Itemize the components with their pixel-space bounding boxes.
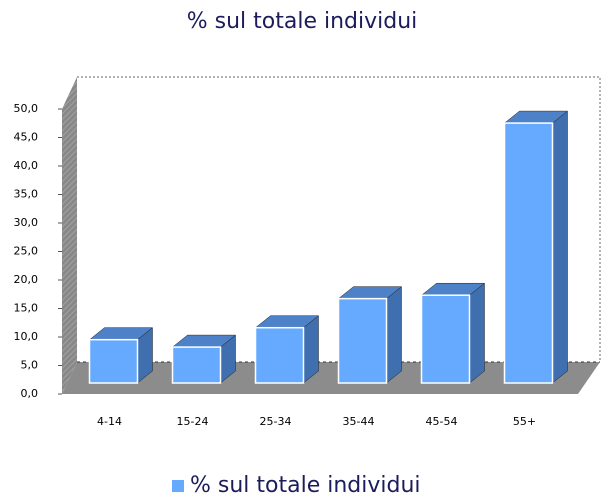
y-tick-label: 20,0: [14, 273, 39, 286]
x-tick-label: 45-54: [426, 415, 458, 428]
y-tick-label: 30,0: [14, 216, 39, 229]
legend-label: % sul totale individui: [190, 473, 421, 498]
bar: [88, 327, 154, 384]
bar: [337, 286, 403, 384]
chart-title: % sul totale individui: [187, 9, 418, 34]
y-tick-label: 10,0: [14, 330, 39, 343]
y-tick-label: 35,0: [14, 188, 39, 201]
bar-front: [88, 338, 139, 384]
bar-front: [337, 297, 388, 384]
y-tick-label: 5,0: [21, 359, 39, 372]
y-tick-label: 50,0: [14, 102, 39, 115]
x-tick-label: 55+: [513, 415, 536, 428]
y-tick-label: 0,0: [21, 387, 39, 400]
bar-front: [503, 122, 554, 384]
bar-side: [552, 110, 568, 384]
bar-front: [420, 294, 471, 384]
bar: [171, 334, 237, 384]
x-tick-label: 15-24: [177, 415, 209, 428]
y-tick-label: 15,0: [14, 302, 39, 315]
back-wall: [77, 76, 601, 362]
x-tick-label: 4-14: [97, 415, 122, 428]
bar: [254, 315, 320, 384]
bar: [420, 282, 486, 384]
bar: [503, 110, 569, 384]
y-tick-label: 25,0: [14, 245, 39, 258]
legend-swatch: [172, 480, 184, 492]
bar-side: [386, 286, 402, 384]
bar-front: [171, 346, 222, 384]
bar-side: [469, 282, 485, 384]
bar-front: [254, 326, 305, 384]
y-tick-label: 45,0: [14, 131, 39, 144]
y-tick-label: 40,0: [14, 159, 39, 172]
side-wall: [62, 77, 77, 394]
x-tick-label: 25-34: [260, 415, 292, 428]
x-tick-label: 35-44: [343, 415, 375, 428]
